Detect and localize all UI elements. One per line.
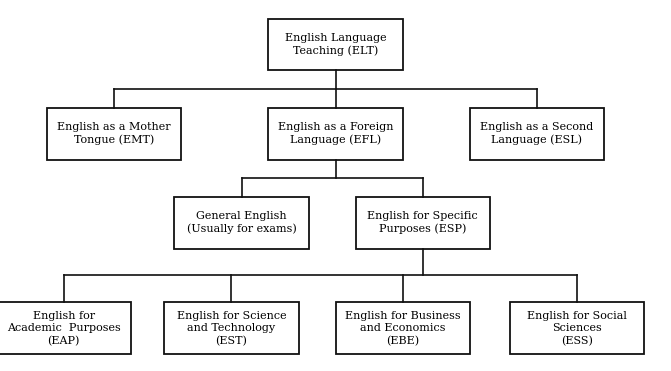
Text: English Language
Teaching (ELT): English Language Teaching (ELT) <box>285 33 386 56</box>
Text: English as a Mother
Tongue (EMT): English as a Mother Tongue (EMT) <box>57 122 171 145</box>
Text: English for Social
Sciences
(ESS): English for Social Sciences (ESS) <box>527 311 627 346</box>
Text: General English
(Usually for exams): General English (Usually for exams) <box>187 211 297 234</box>
Text: English for
Academic  Purposes
(EAP): English for Academic Purposes (EAP) <box>7 311 121 346</box>
FancyBboxPatch shape <box>164 302 299 354</box>
FancyBboxPatch shape <box>470 108 604 160</box>
Text: English for Science
and Technology
(EST): English for Science and Technology (EST) <box>176 311 287 346</box>
Text: English as a Foreign
Language (EFL): English as a Foreign Language (EFL) <box>278 122 393 145</box>
FancyBboxPatch shape <box>174 197 309 249</box>
FancyBboxPatch shape <box>0 302 131 354</box>
FancyBboxPatch shape <box>356 197 490 249</box>
FancyBboxPatch shape <box>510 302 644 354</box>
FancyBboxPatch shape <box>268 108 403 160</box>
Text: English for Business
and Economics
(EBE): English for Business and Economics (EBE) <box>345 311 460 346</box>
FancyBboxPatch shape <box>47 108 181 160</box>
FancyBboxPatch shape <box>336 302 470 354</box>
FancyBboxPatch shape <box>268 19 403 70</box>
Text: English for Specific
Purposes (ESP): English for Specific Purposes (ESP) <box>367 211 478 234</box>
Text: English as a Second
Language (ESL): English as a Second Language (ESL) <box>480 122 593 145</box>
